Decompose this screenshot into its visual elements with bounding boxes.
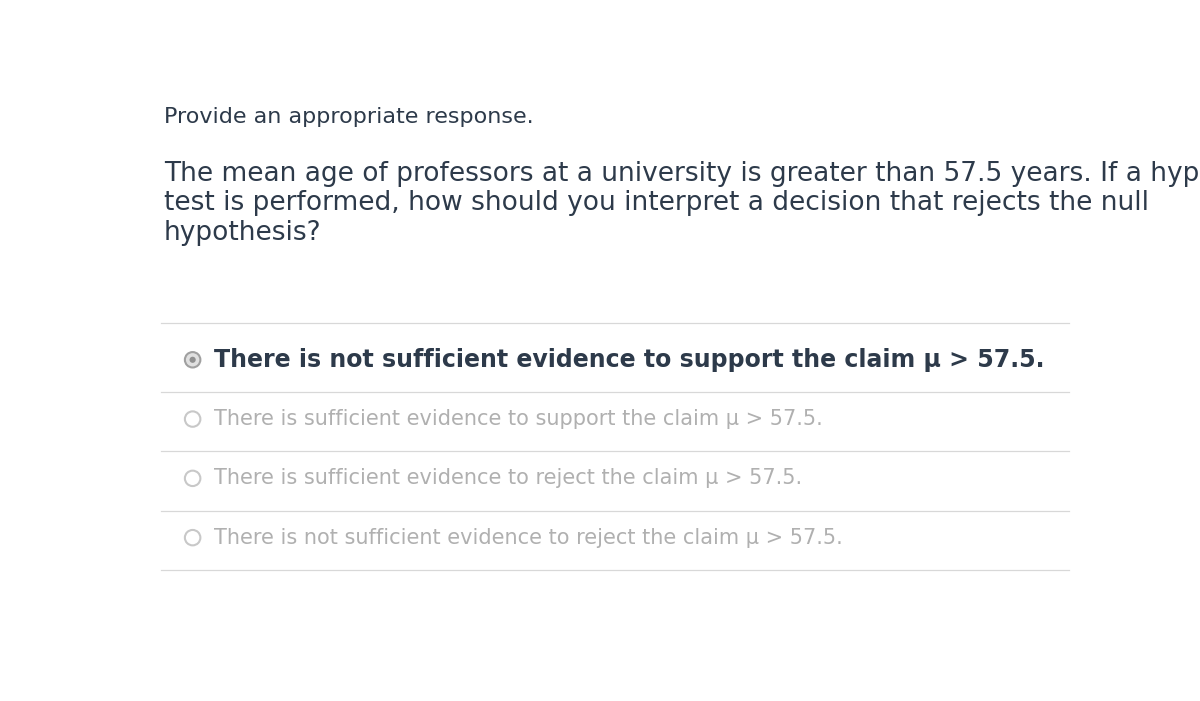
Text: The mean age of professors at a university is greater than 57.5 years. If a hypo: The mean age of professors at a universi… <box>164 161 1200 187</box>
Circle shape <box>185 411 200 427</box>
Text: There is not sufficient evidence to support the claim μ > 57.5.: There is not sufficient evidence to supp… <box>215 348 1045 372</box>
Circle shape <box>185 352 200 367</box>
Circle shape <box>190 357 196 363</box>
Circle shape <box>185 470 200 486</box>
Circle shape <box>185 530 200 545</box>
Text: There is sufficient evidence to support the claim μ > 57.5.: There is sufficient evidence to support … <box>215 409 823 429</box>
Text: Provide an appropriate response.: Provide an appropriate response. <box>164 107 534 127</box>
Text: hypothesis?: hypothesis? <box>164 219 322 245</box>
Text: test is performed, how should you interpret a decision that rejects the null: test is performed, how should you interp… <box>164 191 1148 217</box>
Text: There is sufficient evidence to reject the claim μ > 57.5.: There is sufficient evidence to reject t… <box>215 468 803 489</box>
Text: There is not sufficient evidence to reject the claim μ > 57.5.: There is not sufficient evidence to reje… <box>215 528 844 547</box>
